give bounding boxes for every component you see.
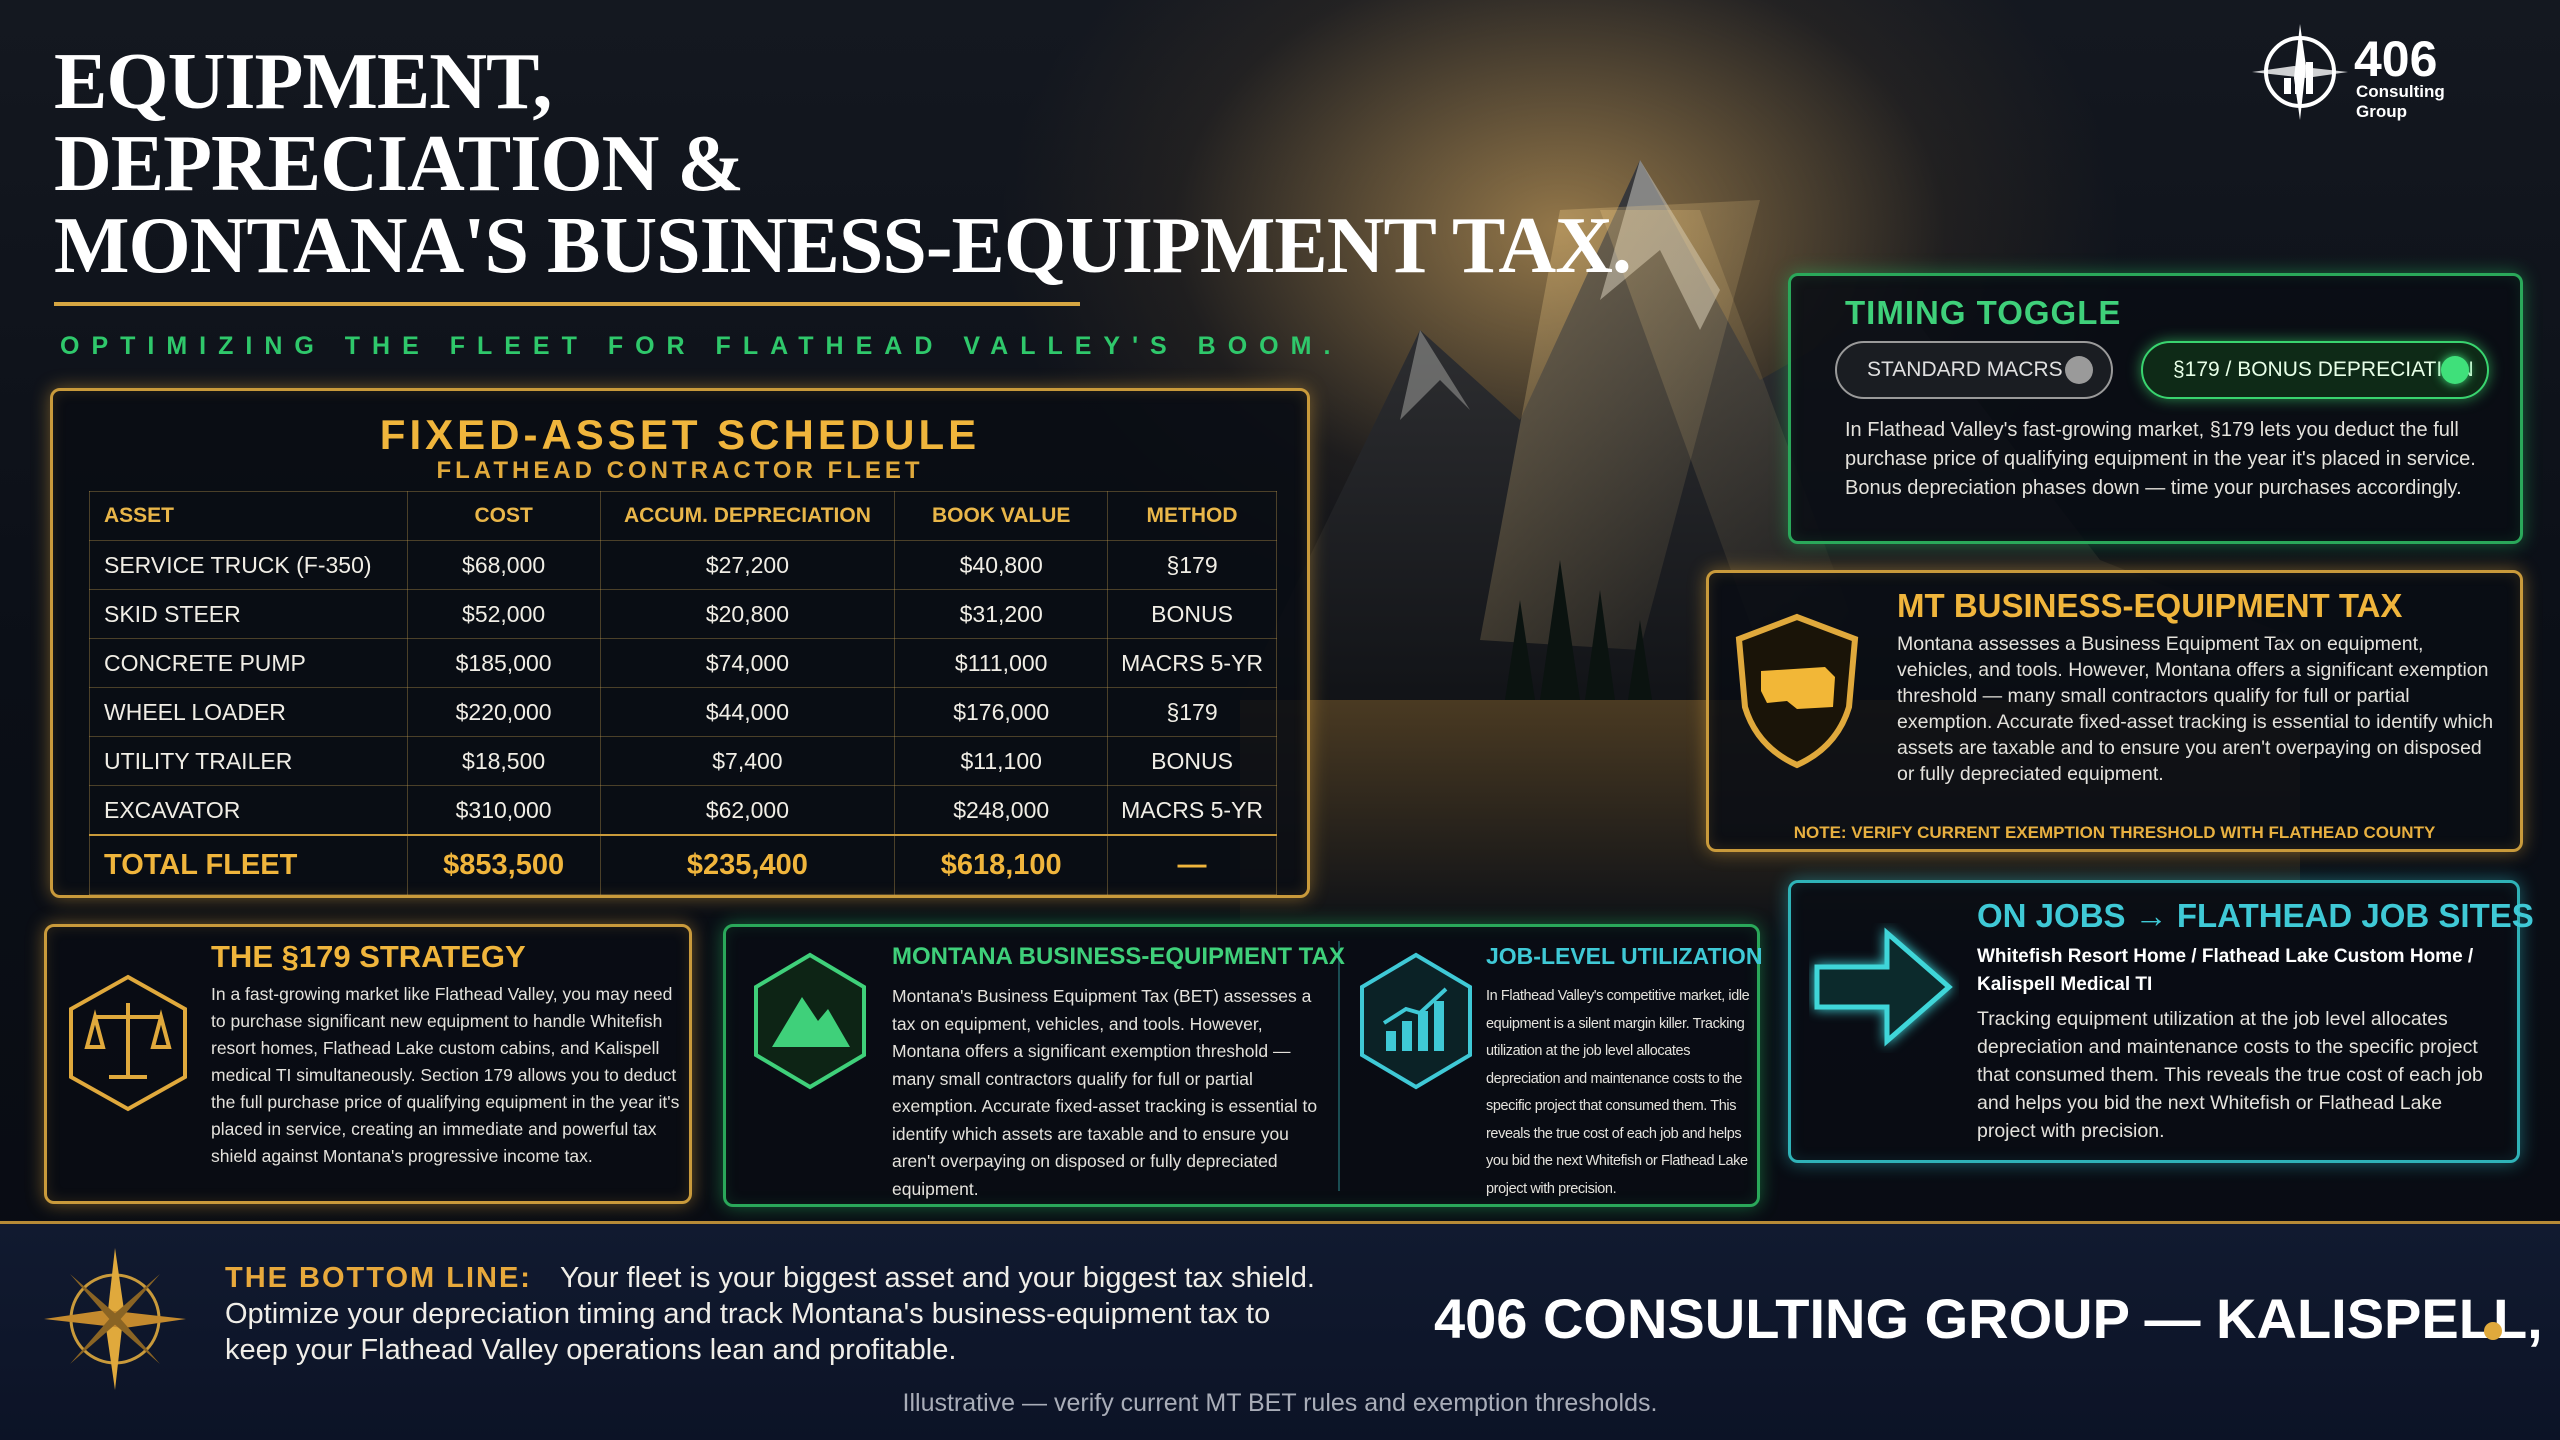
total-cell: $618,100: [894, 834, 1109, 895]
bottom-label: THE BOTTOM LINE:: [225, 1262, 532, 1294]
total-row: TOTAL FLEET $853,500 $235,400 $618,100—: [89, 834, 1277, 895]
table-cell: CONCRETE PUMP: [89, 638, 408, 688]
table-cell: $18,500: [406, 736, 601, 786]
logo-icon: [2252, 24, 2348, 120]
table-cell: WHEEL LOADER: [89, 687, 408, 737]
job-util-title: JOB-LEVEL UTILIZATION: [1486, 943, 1763, 969]
compass-icon: [44, 1248, 186, 1390]
bottom-text: Your fleet is your biggest asset and you…: [225, 1262, 1315, 1366]
scales-icon: [69, 974, 187, 1112]
table-cell: SERVICE TRUCK (F-350): [89, 540, 408, 590]
table-row: SKID STEER $52,000 $20,800 $31,200 BONUS: [89, 589, 1277, 639]
total-cell: TOTAL FLEET: [89, 834, 408, 895]
table-cell: $62,000: [599, 785, 896, 836]
table-cell: $11,100: [894, 736, 1109, 786]
table-cell: $7,400: [599, 736, 896, 786]
footnote: Illustrative — verify current MT BET rul…: [902, 1389, 1658, 1417]
table-row: WHEEL LOADER $220,000 $44,000 $176,000 §179: [89, 687, 1277, 737]
bet-title: MONTANA BUSINESS-EQUIPMENT TAX: [892, 943, 1345, 970]
table-cell: $310,000: [406, 785, 601, 836]
table-cell: $40,800: [894, 540, 1109, 590]
schedule-panel: FIXED-ASSET SCHEDULE FLATHEAD CONTRACTOR…: [50, 388, 1310, 898]
table-cell: $111,000: [894, 638, 1109, 688]
divider: [1338, 941, 1340, 1191]
arrow-icon: [1814, 927, 1953, 1047]
table-cell: MACRS 5-YR: [1107, 785, 1277, 836]
table-cell: UTILITY TRAILER: [89, 736, 408, 786]
table-cell: BONUS: [1107, 589, 1277, 639]
bet-panel: MONTANA BUSINESS-EQUIPMENT TAX Montana's…: [723, 924, 1763, 1207]
table-cell: $176,000: [894, 687, 1109, 737]
table-cell: $52,000: [406, 589, 601, 639]
toggle-knob: [2065, 356, 2093, 384]
title-line: MONTANA'S BUSINESS-EQUIPMENT TAX.: [54, 202, 1632, 290]
mt-tax-panel: MT BUSINESS-EQUIPMENT TAX Montana assess…: [1706, 570, 2523, 852]
strategy-title: THE §179 STRATEGY: [211, 939, 526, 974]
schedule-title: FIXED-ASSET SCHEDULE: [379, 411, 981, 458]
mountain-icon: [754, 952, 866, 1090]
brand-dot: [2484, 1322, 2502, 1340]
on-jobs-title: ON JOBS → FLATHEAD JOB SITES: [1977, 897, 2534, 934]
schedule-table: ASSET COST ACCUM. DEPRECIATION BOOK VALUE ME…: [89, 491, 1277, 895]
total-cell: —: [1107, 834, 1277, 895]
table-row: UTILITY TRAILER $18,500 $7,400 $11,100 BONUS: [89, 736, 1277, 786]
job-util-text: In Flathead Valley's competitive market,…: [1486, 988, 1750, 1197]
logo-number: 406: [2354, 31, 2438, 87]
table-row: EXCAVATOR $310,000 $62,000 $248,000 MACRS 5-…: [89, 785, 1277, 836]
bottom-bar: THE BOTTOM LINE: Your fleet is your bigge…: [0, 1221, 2560, 1440]
chart-icon: [1360, 952, 1472, 1090]
logo-text: Consulting: [2356, 82, 2445, 101]
table-cell: $220,000: [406, 687, 601, 737]
column-header: COST: [406, 491, 601, 541]
on-jobs-sites: Whitefish Resort Home / Flathead Lake Cu…: [1977, 946, 2474, 995]
table-cell: SKID STEER: [89, 589, 408, 639]
brand: 406 CONSULTING GROUP — KALISPELL, MT: [1434, 1287, 2560, 1350]
table-cell: $44,000: [599, 687, 896, 737]
bottom-line: THE BOTTOM LINE: Your fleet is your bigge…: [225, 1260, 1325, 1368]
logo: 406 Consulting Group: [2250, 22, 2510, 122]
table-cell: §179: [1107, 540, 1277, 590]
column-header: BOOK VALUE: [894, 491, 1109, 541]
toggle-option[interactable]: STANDARD MACRS: [1835, 341, 2113, 399]
bet-text: Montana's Business Equipment Tax (BET) a…: [892, 986, 1318, 1199]
total-cell: $853,500: [406, 834, 601, 895]
timing-text: In Flathead Valley's fast-growing market…: [1845, 419, 2476, 499]
table-cell: MACRS 5-YR: [1107, 638, 1277, 688]
total-cell: $235,400: [599, 834, 896, 895]
subtitle: OPTIMIZING THE FLEET FOR FLATHEAD VALLEY…: [60, 332, 1343, 360]
table-cell: $27,200: [599, 540, 896, 590]
table-cell: BONUS: [1107, 736, 1277, 786]
title-line: EQUIPMENT,: [54, 38, 552, 126]
mt-tax-note: NOTE: VERIFY CURRENT EXEMPTION THRESHOLD…: [1793, 823, 2436, 842]
column-header: METHOD: [1107, 491, 1277, 541]
column-header: ACCUM. DEPRECIATION: [599, 491, 896, 541]
mt-tax-text: Montana assesses a Business Equipment Ta…: [1897, 633, 2494, 785]
table-cell: §179: [1107, 687, 1277, 737]
timing-panel: TIMING TOGGLE STANDARD MACRS §179 / BONU…: [1788, 273, 2523, 544]
table-row: SERVICE TRUCK (F-350) $68,000 $27,200 $40,8…: [89, 540, 1277, 590]
table-cell: $74,000: [599, 638, 896, 688]
logo-text: Group: [2356, 102, 2407, 121]
toggle-option[interactable]: §179 / BONUS DEPRECIATION: [2141, 341, 2489, 399]
mt-tax-title: MT BUSINESS-EQUIPMENT TAX: [1897, 587, 2403, 624]
timing-title: TIMING TOGGLE: [1845, 294, 2122, 331]
on-jobs-panel: ON JOBS → FLATHEAD JOB SITES Whitefish R…: [1788, 880, 2534, 1163]
table-cell: $185,000: [406, 638, 601, 688]
table-cell: $248,000: [894, 785, 1109, 836]
strategy-text: In a fast-growing market like Flathead V…: [211, 984, 680, 1166]
toggle-knob: [2441, 356, 2469, 384]
table-cell: $68,000: [406, 540, 601, 590]
table-cell: $20,800: [599, 589, 896, 639]
on-jobs-text: Tracking equipment utilization at the jo…: [1977, 1008, 2483, 1142]
strategy-panel: THE §179 STRATEGY In a fast-growing mark…: [44, 924, 692, 1204]
table-cell: EXCAVATOR: [89, 785, 408, 836]
column-header: ASSET: [89, 491, 408, 541]
table-row: CONCRETE PUMP $185,000 $74,000 $111,000 MACR…: [89, 638, 1277, 688]
table-cell: $31,200: [894, 589, 1109, 639]
title-line: DEPRECIATION &: [54, 120, 744, 208]
schedule-subtitle: FLATHEAD CONTRACTOR FLEET: [436, 457, 924, 484]
shield-icon: [1735, 613, 1859, 769]
